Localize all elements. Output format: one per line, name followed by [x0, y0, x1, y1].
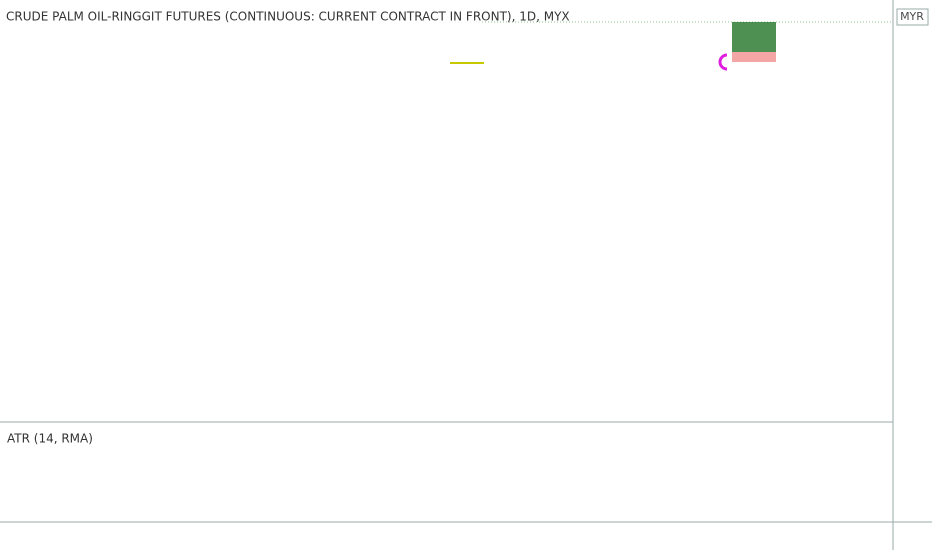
- position-profit-zone: [732, 22, 776, 52]
- indicator-title-backdrop: [4, 430, 82, 448]
- title-backdrop: [2, 8, 480, 26]
- arc-drawing: [718, 53, 728, 71]
- position-loss-zone: [732, 52, 776, 62]
- currency-box: [896, 8, 929, 26]
- chart-title: CRUDE PALM OIL-RINGGIT FUTURES (CONTINUO…: [6, 10, 570, 24]
- overlay: [450, 22, 776, 71]
- currency-label: MYR: [900, 10, 924, 23]
- indicator-title: ATR (14, RMA): [7, 432, 93, 446]
